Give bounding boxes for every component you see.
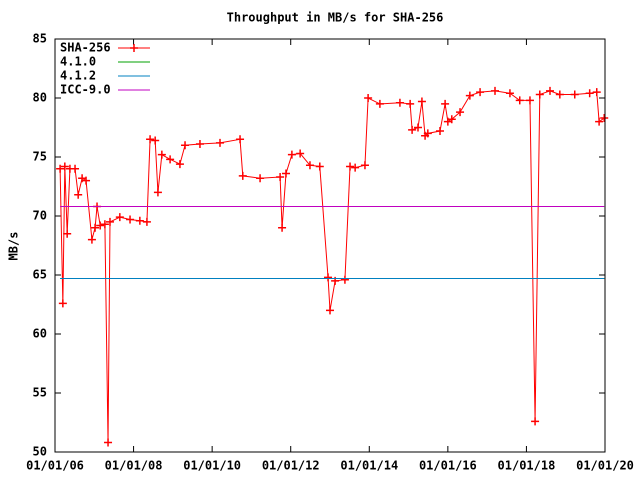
x-tick-label: 01/01/18 xyxy=(498,459,556,473)
data-point xyxy=(278,223,287,232)
data-point xyxy=(153,188,162,197)
data-point xyxy=(360,161,369,170)
data-point xyxy=(104,438,113,447)
data-point xyxy=(256,174,265,183)
data-point xyxy=(82,176,91,185)
data-point xyxy=(195,140,204,149)
data-point xyxy=(87,235,96,244)
legend-label: 4.1.2 xyxy=(60,69,96,83)
data-point xyxy=(91,223,100,232)
data-point xyxy=(570,90,579,99)
data-point xyxy=(491,86,499,95)
data-point xyxy=(395,98,404,107)
y-tick-label: 80 xyxy=(33,91,47,105)
legend-marker xyxy=(130,44,138,52)
x-tick-label: 01/01/08 xyxy=(105,459,163,473)
x-tick-label: 01/01/16 xyxy=(419,459,477,473)
data-point xyxy=(346,162,355,171)
data-point xyxy=(351,163,360,172)
y-tick-label: 65 xyxy=(33,268,47,282)
x-tick-label: 01/01/20 xyxy=(576,459,634,473)
data-point xyxy=(408,125,417,134)
y-tick-label: 85 xyxy=(33,32,47,46)
data-point xyxy=(465,91,474,100)
data-point xyxy=(406,99,415,108)
data-point xyxy=(106,217,114,226)
legend-label: SHA-256 xyxy=(60,41,111,55)
y-tick-label: 50 xyxy=(33,445,47,459)
data-point xyxy=(600,114,609,123)
data-point xyxy=(115,213,124,222)
data-point xyxy=(592,88,601,97)
plot-border xyxy=(54,38,606,453)
chart-title: Throughput in MB/s for SHA-256 xyxy=(227,11,444,25)
data-point xyxy=(236,135,245,144)
data-point xyxy=(96,221,105,230)
data-point xyxy=(535,90,544,99)
data-point xyxy=(364,94,373,102)
y-tick-label: 55 xyxy=(33,386,47,400)
data-point xyxy=(126,215,135,224)
data-point xyxy=(441,99,450,108)
data-point xyxy=(63,229,72,238)
legend-label: ICC-9.0 xyxy=(60,83,111,97)
data-point xyxy=(287,150,296,159)
x-tick-label: 01/01/10 xyxy=(183,459,241,473)
data-point xyxy=(142,217,151,226)
x-tick-label: 01/01/06 xyxy=(26,459,84,473)
data-point xyxy=(216,138,224,147)
data-point xyxy=(555,90,564,99)
y-axis-label: MB/s xyxy=(7,232,21,261)
x-tick-label: 01/01/14 xyxy=(340,459,398,473)
data-point xyxy=(56,164,65,173)
data-point xyxy=(414,123,422,132)
data-point xyxy=(585,89,594,98)
data-point xyxy=(71,164,80,173)
data-point xyxy=(447,115,456,124)
y-tick-label: 60 xyxy=(33,327,47,341)
data-point xyxy=(326,306,334,315)
data-point xyxy=(296,149,305,158)
data-point xyxy=(375,99,384,108)
data-point xyxy=(74,190,83,199)
data-point xyxy=(340,275,349,284)
data-point xyxy=(58,299,67,308)
legend-label: 4.1.0 xyxy=(60,55,96,69)
data-point xyxy=(181,141,190,150)
data-point xyxy=(515,96,524,105)
data-point xyxy=(151,136,160,145)
data-point xyxy=(595,117,604,126)
data-point xyxy=(546,86,554,95)
data-point xyxy=(525,96,534,105)
data-point xyxy=(417,97,426,106)
data-point xyxy=(456,108,465,117)
data-point xyxy=(60,162,69,171)
data-point xyxy=(436,127,444,136)
data-point xyxy=(305,161,314,170)
data-point xyxy=(505,89,514,98)
y-tick-label: 70 xyxy=(33,209,47,223)
data-point xyxy=(324,273,333,282)
y-tick-label: 75 xyxy=(33,150,47,164)
series-line xyxy=(59,90,605,443)
data-point xyxy=(476,88,485,97)
x-tick-label: 01/01/12 xyxy=(262,459,320,473)
data-point xyxy=(531,417,540,426)
data-point xyxy=(157,150,166,159)
data-point xyxy=(166,155,175,164)
data-point xyxy=(100,220,109,229)
data-point xyxy=(238,171,247,180)
data-point xyxy=(146,135,155,144)
data-point xyxy=(282,169,290,178)
data-point xyxy=(315,162,324,171)
data-point xyxy=(175,160,184,169)
data-point xyxy=(135,216,144,225)
data-point xyxy=(423,129,432,138)
data-point xyxy=(276,173,285,182)
